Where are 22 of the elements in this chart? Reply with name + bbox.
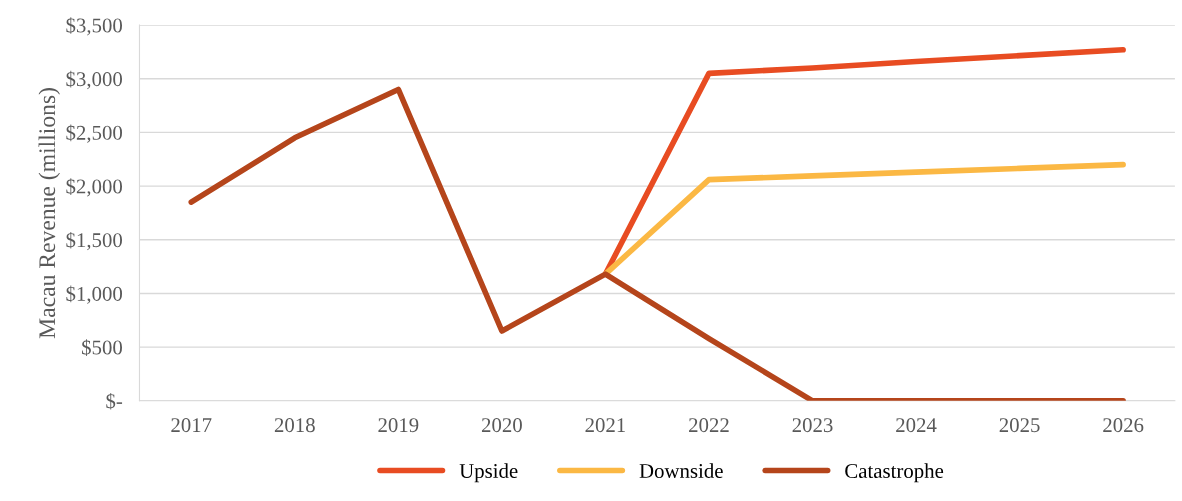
x-tick-label: 2022 (689, 418, 729, 433)
x-tick-label: 2024 (896, 418, 937, 433)
y-tick-label: $- (106, 392, 123, 410)
legend-label: Catastrophe (845, 463, 944, 483)
legend-label: Upside (459, 463, 518, 483)
x-tick-label: 2019 (378, 418, 419, 433)
x-tick-label: 2018 (274, 418, 315, 433)
y-tick-label: $1,000 (66, 285, 123, 304)
x-tick-label: 2025 (999, 418, 1040, 433)
y-tick-label: $2,000 (66, 178, 123, 197)
y-tick-label: $2,500 (66, 124, 123, 143)
x-tick-label: 2021 (585, 418, 625, 433)
y-tick-label: $3,500 (66, 17, 123, 36)
y-tick-label: $3,000 (66, 70, 123, 90)
y-tick-label: $1,500 (66, 231, 123, 251)
y-axis-title: Macau Revenue (millions) (38, 88, 60, 339)
y-tick-label: $500 (82, 339, 123, 356)
legend-label: Downside (639, 463, 723, 479)
x-tick-label: 2020 (481, 418, 522, 433)
x-tick-label: 2023 (792, 418, 833, 433)
x-tick-label: 2017 (171, 418, 212, 433)
x-tick-label: 2026 (1103, 418, 1144, 433)
